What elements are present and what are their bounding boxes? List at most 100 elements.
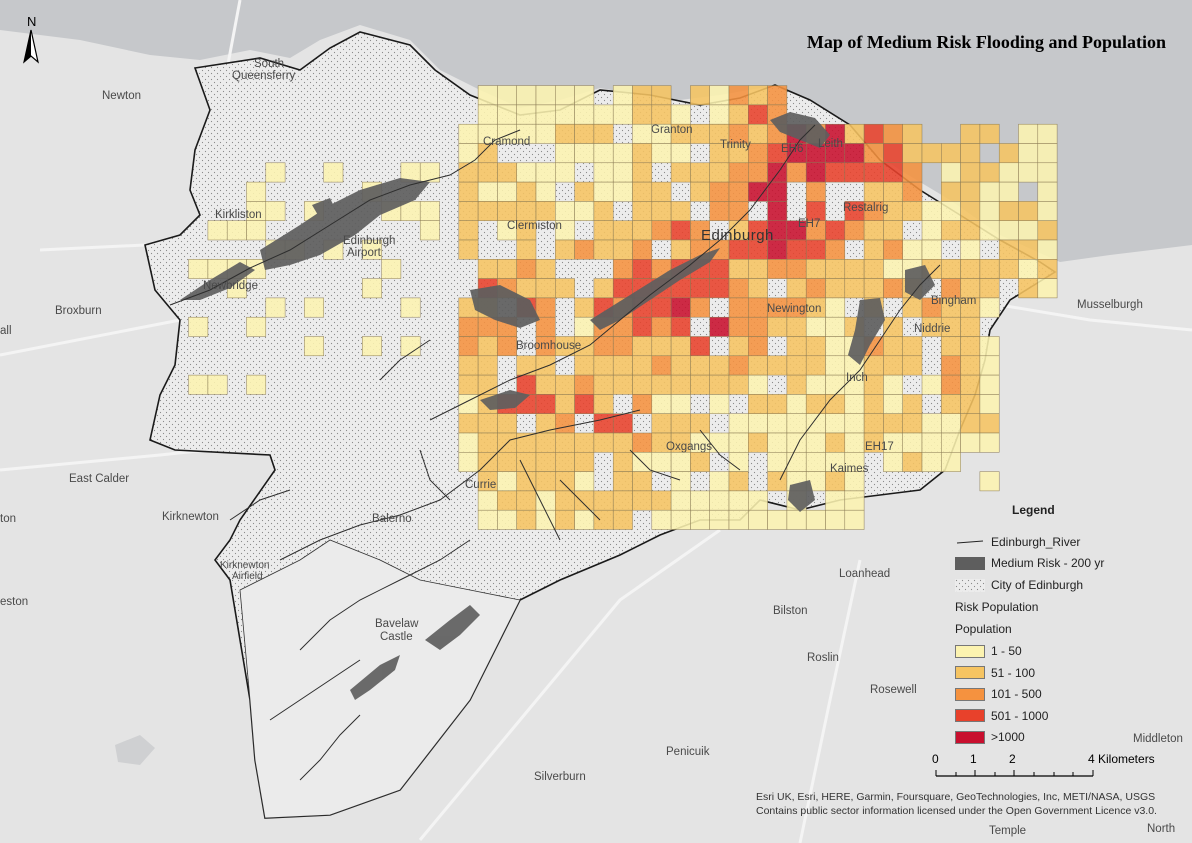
- population-grid-cell: [670, 336, 691, 357]
- scale-tick-4: 4: [1088, 752, 1095, 766]
- population-grid-cell: [998, 162, 1019, 183]
- place-all: all: [0, 325, 12, 337]
- population-grid-cell: [748, 123, 768, 144]
- population-grid-cell: [960, 123, 981, 144]
- flood-swatch-icon: [955, 556, 985, 570]
- attribution: Esri UK, Esri, HERE, Garmin, Foursquare,…: [756, 790, 1157, 818]
- scale-tick-0: 0: [932, 752, 939, 766]
- population-grid-cell: [612, 452, 633, 472]
- population-grid-cell: [844, 394, 865, 414]
- population-grid-cell: [574, 297, 595, 318]
- population-grid-cell: [728, 181, 749, 202]
- population-grid-cell: [883, 374, 903, 395]
- population-grid-cell: [902, 432, 923, 453]
- population-grid-cell: [960, 336, 981, 357]
- population-grid-cell: [419, 220, 440, 241]
- flood-zone-bavelaw: [425, 605, 480, 650]
- place-eh7: EH7: [798, 218, 821, 230]
- population-grid-cell: [921, 220, 942, 241]
- population-grid-cell: [477, 181, 498, 202]
- population-grid-cell: [651, 220, 672, 241]
- population-grid-cell: [941, 336, 961, 357]
- population-grid-cell: [921, 374, 942, 395]
- population-grid-cell: [555, 123, 575, 144]
- population-grid-cell: [535, 471, 556, 492]
- population-grid-cell: [555, 452, 575, 472]
- population-grid-cell: [612, 181, 633, 202]
- population-grid-cell: [748, 143, 768, 164]
- population-grid-cell: [497, 259, 517, 279]
- population-grid-cell: [805, 181, 826, 202]
- population-grid-cell: [767, 509, 788, 530]
- population-grid-cell: [535, 355, 556, 376]
- population-grid-cell: [805, 413, 826, 434]
- population-grid-cell: [535, 452, 556, 472]
- population-grid-cell: [458, 452, 479, 472]
- population-grid-cell: [555, 143, 575, 164]
- place-newington: Newington: [767, 303, 822, 315]
- population-grid-cell: [844, 490, 865, 511]
- population-grid-cell: [1018, 278, 1039, 299]
- population-grid-cell: [535, 259, 556, 279]
- population-grid-cell: [246, 220, 267, 241]
- population-grid-cell: [497, 452, 517, 472]
- population-grid-cell: [612, 162, 633, 183]
- population-grid-cell: [902, 336, 923, 357]
- population-grid-cell: [960, 413, 981, 434]
- population-grid-cell: [555, 432, 575, 453]
- population-grid-cell: [805, 336, 826, 357]
- population-grid-cell: [574, 355, 595, 376]
- population-grid-cell: [651, 85, 672, 106]
- reservoir: [115, 735, 155, 765]
- population-grid-cell: [902, 394, 923, 414]
- population-grid-cell: [921, 239, 942, 260]
- population-grid-cell: [651, 316, 672, 337]
- population-grid-cell: [651, 297, 672, 318]
- population-grid-cell: [902, 162, 923, 183]
- population-grid-cell: [979, 413, 1000, 434]
- population-grid-cell: [960, 394, 981, 414]
- population-grid-cell: [651, 104, 672, 125]
- population-grid-cell: [226, 220, 247, 241]
- population-grid-cell: [921, 201, 942, 221]
- population-grid-cell: [998, 239, 1019, 260]
- population-grid-cell: [921, 452, 942, 472]
- place-rosewell: Rosewell: [870, 684, 917, 696]
- place-roslin: Roslin: [807, 652, 839, 664]
- risk-population-grid: [188, 85, 1058, 530]
- population-grid-cell: [844, 143, 865, 164]
- population-grid-cell: [458, 355, 479, 376]
- population-grid-cell: [612, 336, 633, 357]
- population-grid-cell: [458, 220, 479, 241]
- population-grid-cell: [979, 162, 1000, 183]
- population-grid-cell: [593, 143, 614, 164]
- population-grid-cell: [670, 104, 691, 125]
- population-grid-cell: [825, 413, 846, 434]
- legend-bin-label: >1000: [991, 730, 1025, 744]
- population-grid-cell: [825, 336, 846, 357]
- place-broomhouse: Broomhouse: [516, 340, 582, 352]
- population-grid-cell: [748, 509, 768, 530]
- attribution-line-2: Contains public sector information licen…: [756, 805, 1157, 817]
- population-grid-cell: [748, 85, 768, 106]
- population-grid-cell: [188, 316, 209, 337]
- population-grid-cell: [574, 181, 595, 202]
- population-grid-cell: [921, 143, 942, 164]
- population-grid-cell: [555, 162, 575, 183]
- population-grid-cell: [825, 374, 846, 395]
- firth-of-forth: [0, 0, 1192, 262]
- population-grid-cell: [516, 259, 537, 279]
- population-grid-cell: [902, 355, 923, 376]
- population-grid-cell: [728, 490, 749, 511]
- population-grid-cell: [844, 220, 865, 241]
- population-grid-cell: [574, 374, 595, 395]
- population-grid-cell: [748, 181, 768, 202]
- population-grid-cell: [941, 220, 961, 241]
- place-kaimes: Kaimes: [830, 463, 869, 475]
- population-grid-cell: [477, 162, 498, 183]
- population-grid-cell: [1018, 143, 1039, 164]
- population-grid-cell: [651, 336, 672, 357]
- population-grid-cell: [941, 413, 961, 434]
- population-grid-cell: [477, 259, 498, 279]
